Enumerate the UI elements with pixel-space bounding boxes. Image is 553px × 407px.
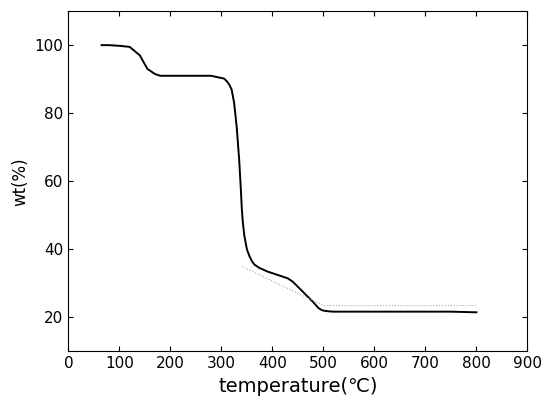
X-axis label: temperature(℃): temperature(℃)	[218, 377, 378, 396]
Y-axis label: wt(%): wt(%)	[11, 157, 29, 206]
